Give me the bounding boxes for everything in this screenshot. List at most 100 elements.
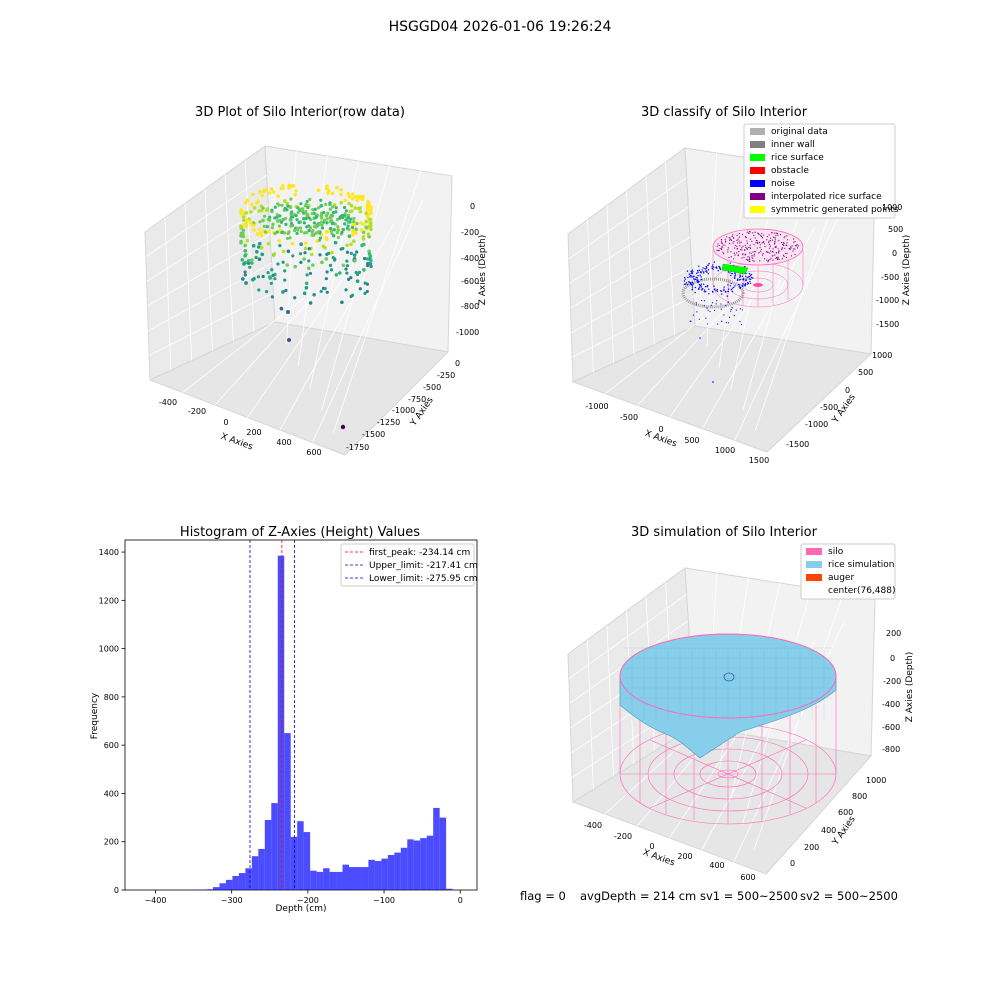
data-point xyxy=(261,218,265,223)
data-point xyxy=(343,198,347,203)
noise-point xyxy=(711,264,714,266)
interpolated-point xyxy=(769,240,772,242)
interpolated-point xyxy=(774,242,776,244)
interpolated-point xyxy=(775,257,777,260)
noise-point xyxy=(746,276,748,279)
x-tick-label: -200 xyxy=(188,407,206,416)
noise-point xyxy=(690,274,692,277)
interpolated-point xyxy=(756,242,759,244)
data-point xyxy=(358,206,363,210)
data-point xyxy=(344,218,348,222)
noise-point xyxy=(704,290,707,293)
data-point xyxy=(350,209,354,213)
interpolated-point xyxy=(795,245,798,247)
noise-point xyxy=(730,310,732,312)
legend-label: first_peak: -234.14 cm xyxy=(369,548,470,558)
data-point xyxy=(339,188,343,192)
x-tick-label: -1000 xyxy=(585,402,608,411)
noise-point xyxy=(717,270,719,272)
data-point xyxy=(256,199,260,203)
interpolated-point xyxy=(753,234,755,237)
z-tick-label: -1000 xyxy=(456,328,479,337)
interpolated-point xyxy=(768,259,770,262)
data-point xyxy=(283,206,287,211)
noise-point xyxy=(716,267,718,269)
interpolated-point xyxy=(774,241,776,243)
data-point xyxy=(285,236,290,241)
data-point xyxy=(345,264,350,268)
noise-point xyxy=(713,309,716,311)
interpolated-point xyxy=(725,240,727,242)
z-axis-label: Z Axies (Depth) xyxy=(478,235,488,306)
noise-point xyxy=(698,318,700,320)
data-point xyxy=(310,212,314,216)
grid-line xyxy=(734,202,846,441)
data-point xyxy=(283,231,287,235)
data-point xyxy=(329,219,334,223)
data-point xyxy=(290,242,295,246)
data-point xyxy=(325,270,329,274)
y-tick-labels: 0 200 400 600 800 1000 xyxy=(790,776,886,868)
interpolated-point xyxy=(724,244,726,246)
data-point xyxy=(363,291,367,296)
data-point xyxy=(255,231,260,236)
histogram-bar xyxy=(446,888,453,890)
interpolated-point xyxy=(797,245,799,247)
x-tick-label: 400 xyxy=(709,861,724,870)
interpolated-point xyxy=(749,247,751,249)
data-point xyxy=(297,220,301,225)
interpolated-point xyxy=(775,232,777,234)
data-point xyxy=(295,231,299,236)
data-point xyxy=(248,220,253,225)
noise-point xyxy=(738,284,741,286)
x-tick-labels: -400 -200 0 200 400 600 xyxy=(159,398,322,457)
interpolated-point xyxy=(794,253,796,256)
data-point xyxy=(284,222,288,226)
interpolated-point xyxy=(775,234,777,237)
noise-point xyxy=(700,283,703,285)
z-tick-label: -400 xyxy=(882,700,900,709)
data-point xyxy=(305,199,309,204)
data-point xyxy=(256,245,261,249)
data-point xyxy=(311,263,315,267)
noise-point xyxy=(701,299,703,302)
data-point xyxy=(303,246,308,251)
data-point xyxy=(312,225,317,229)
histogram-bar xyxy=(290,836,298,890)
y-tick-label: 0 xyxy=(114,886,119,895)
histogram-bar xyxy=(303,832,311,890)
noise-point xyxy=(693,278,695,280)
z-tick-label: -400 xyxy=(461,254,479,263)
data-point xyxy=(260,193,265,198)
data-point xyxy=(343,222,347,226)
grid-line xyxy=(312,200,423,443)
data-point xyxy=(243,253,247,258)
data-point xyxy=(330,191,335,196)
data-point xyxy=(336,235,341,240)
y-tick-label: -1750 xyxy=(346,443,369,452)
data-point xyxy=(369,211,373,215)
data-point xyxy=(347,234,352,238)
data-point xyxy=(328,215,332,219)
data-point xyxy=(278,244,282,248)
data-point xyxy=(256,275,261,279)
noise-point xyxy=(739,308,742,310)
panel-raw-3d: 3D Plot of Silo Interior(row data) -400 … xyxy=(144,105,488,457)
interpolated-point xyxy=(731,235,733,238)
interpolated-point xyxy=(768,243,770,246)
grid-line xyxy=(637,276,756,406)
interpolated-point xyxy=(739,249,742,251)
data-point xyxy=(239,234,243,238)
z-tick-labels: 1000 500 0 -500 -1000 -1500 xyxy=(876,203,903,329)
noise-point xyxy=(740,323,743,326)
interpolated-point xyxy=(790,247,792,249)
data-point xyxy=(249,210,253,214)
histogram-bar xyxy=(316,871,324,890)
interpolated-point xyxy=(741,249,743,251)
data-point xyxy=(290,210,294,214)
interpolated-point xyxy=(783,237,785,239)
noise-point xyxy=(694,286,697,289)
interpolated-point xyxy=(790,255,793,257)
data-point xyxy=(358,195,362,200)
interpolated-point xyxy=(777,248,779,250)
